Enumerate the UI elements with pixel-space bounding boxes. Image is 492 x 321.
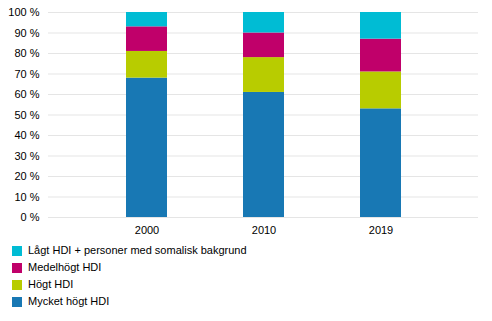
- svg-text:10 %: 10 %: [14, 191, 39, 203]
- svg-text:20 %: 20 %: [14, 170, 39, 182]
- svg-text:2019: 2019: [369, 224, 393, 236]
- html-text:Lågt HDI + personer med somali: Lågt HDI + personer med somalisk bakgrun…: [28, 244, 247, 256]
- html-text:Mycket högt HDI: Mycket högt HDI: [28, 295, 110, 307]
- svg-text:0 %: 0 %: [21, 211, 40, 223]
- html-text:Medelhögt HDI: Medelhögt HDI: [28, 261, 102, 273]
- svg-text:60 %: 60 %: [14, 88, 39, 100]
- svg-text:2010: 2010: [252, 224, 276, 236]
- html-text:Högt HDI: Högt HDI: [28, 278, 74, 290]
- svg-text:50 %: 50 %: [14, 109, 39, 121]
- svg-text:100 %: 100 %: [8, 6, 39, 18]
- svg-text:30 %: 30 %: [14, 150, 39, 162]
- svg-text:80 %: 80 %: [14, 47, 39, 59]
- svg-text:40 %: 40 %: [14, 129, 39, 141]
- svg-text:70 %: 70 %: [14, 68, 39, 80]
- svg-text:2000: 2000: [135, 224, 159, 236]
- svg-text:90 %: 90 %: [14, 27, 39, 39]
